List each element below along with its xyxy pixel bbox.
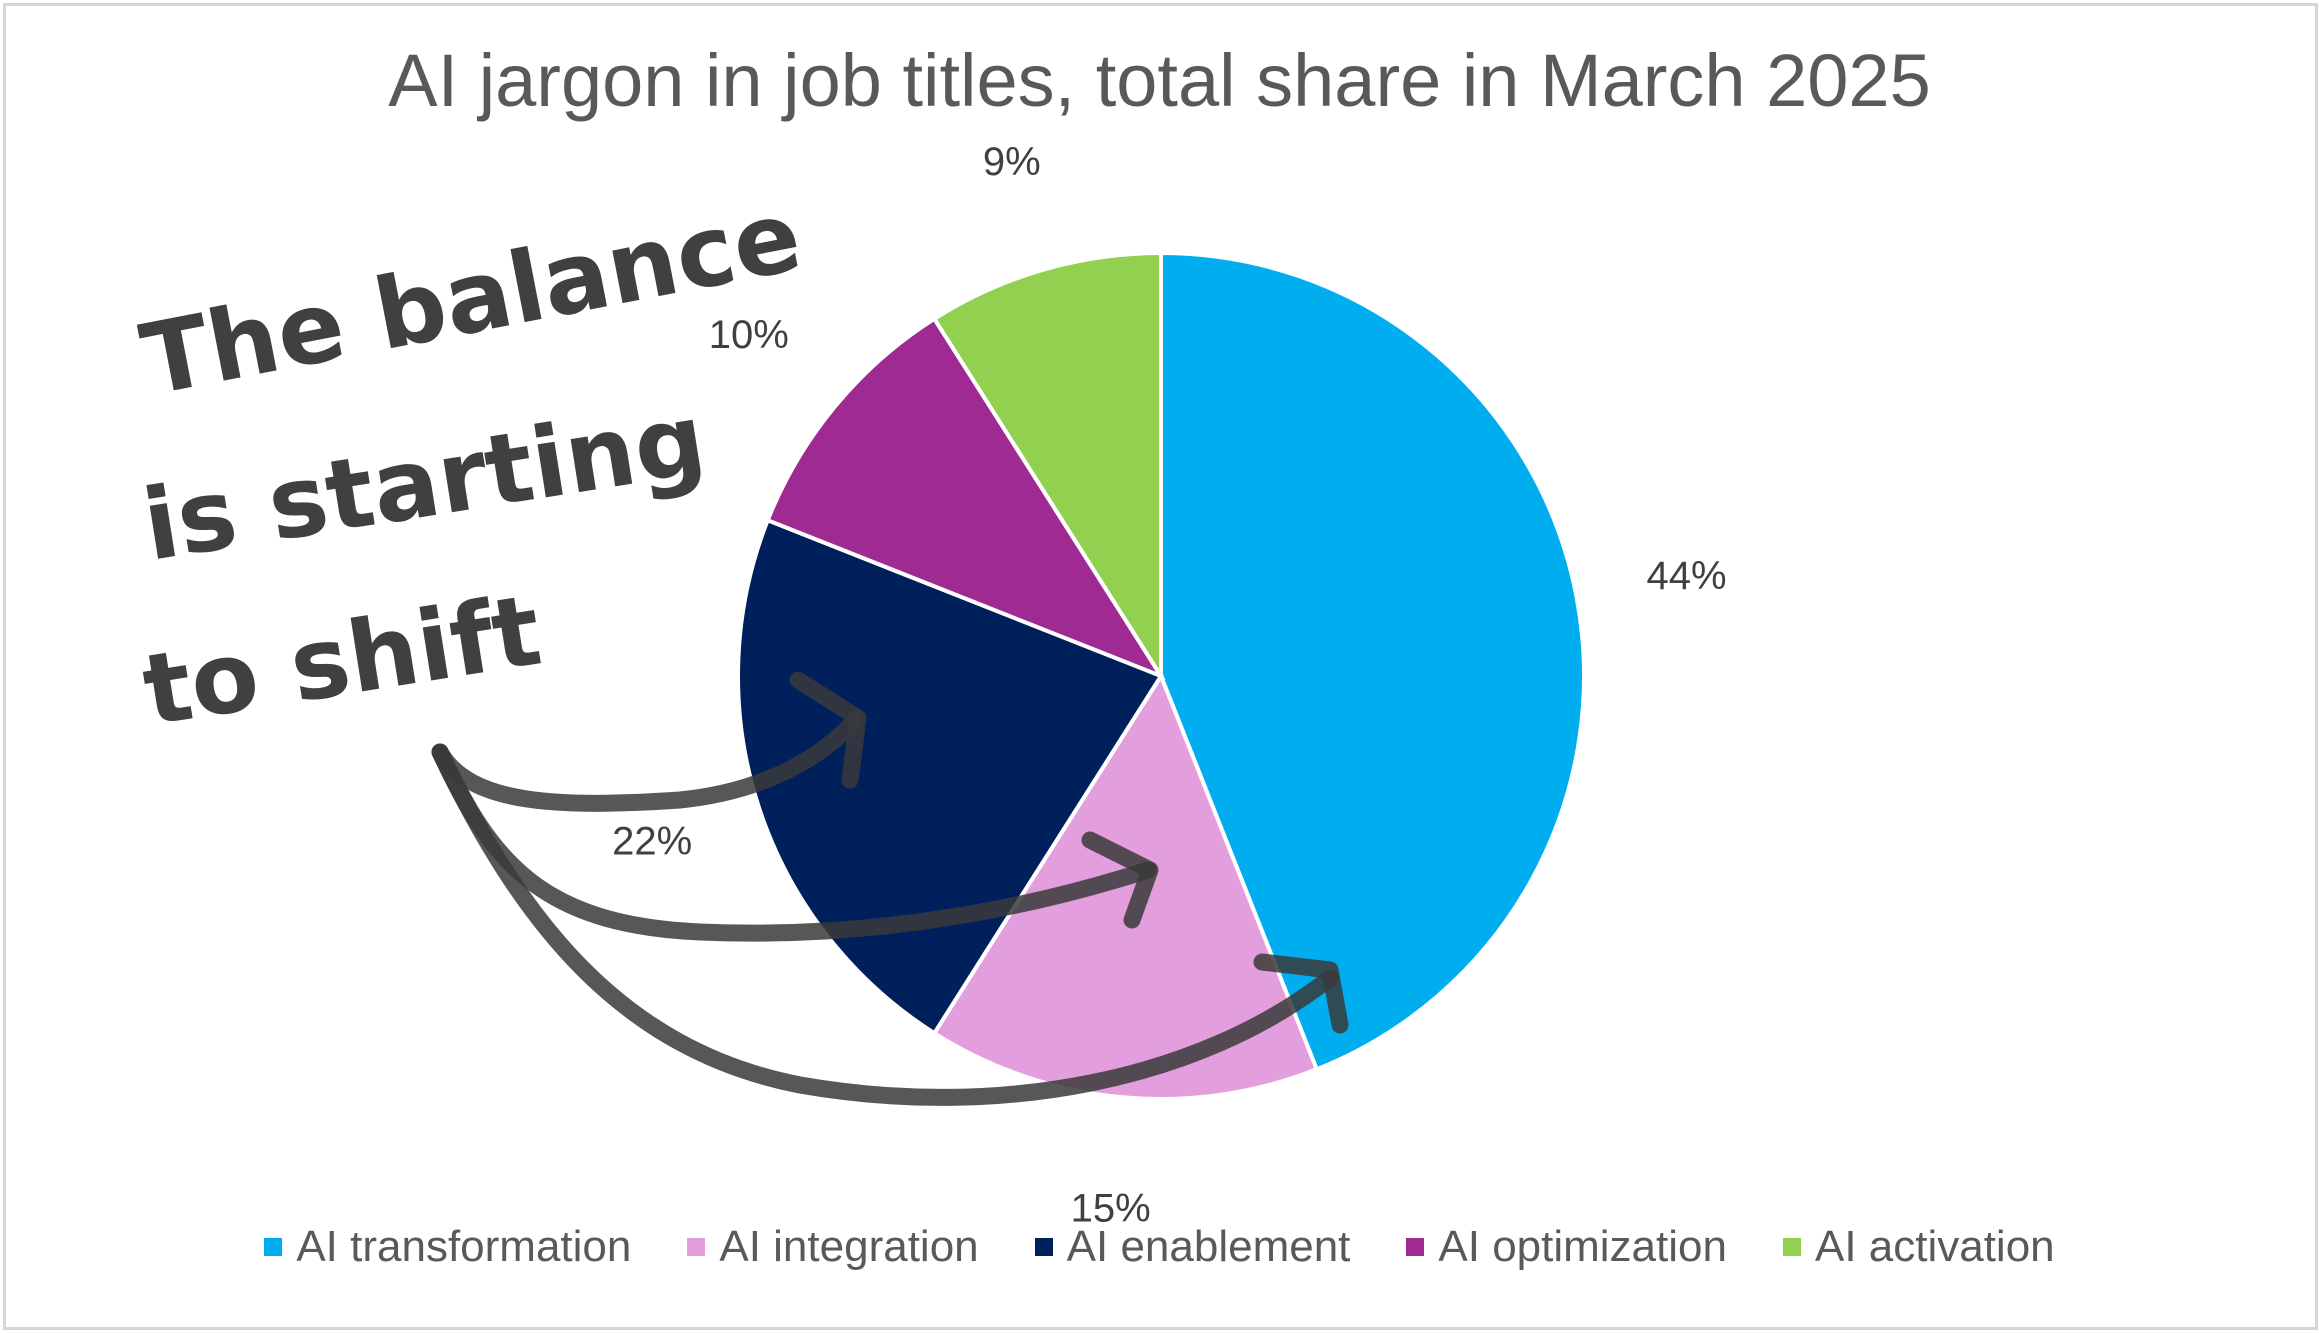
arrowhead-transformation <box>789 671 867 789</box>
legend-swatch <box>687 1238 706 1256</box>
legend-label: AI optimization <box>1438 1222 1727 1271</box>
pie-slice-ai-integration <box>931 671 1320 1101</box>
legend-item-ai-optimization: AI optimization <box>1406 1222 1727 1272</box>
pie-slice-ai-optimization <box>765 316 1166 681</box>
data-label-ai-transformation: 44% <box>1646 554 1726 598</box>
arrowhead-optimization <box>1253 953 1349 1034</box>
data-label-ai-integration: 15% <box>1071 1187 1151 1231</box>
data-label-ai-activation: 9% <box>983 140 1041 184</box>
legend-swatch <box>1782 1238 1801 1256</box>
data-labels: 44% 15% 22% 10% 9% <box>612 140 1726 1230</box>
legend-label: AI enablement <box>1066 1222 1351 1271</box>
legend-item-ai-enablement: AI enablement <box>1034 1222 1351 1272</box>
legend-item-ai-activation: AI activation <box>1782 1222 2055 1272</box>
arrow-to-transformation <box>431 711 864 812</box>
legend-label: AI integration <box>719 1222 979 1271</box>
annotation-line-2: is starting <box>136 383 713 584</box>
arrowhead-activation <box>1081 831 1159 929</box>
legend-swatch <box>264 1238 283 1256</box>
chart-legend: AI transformation AI integration AI enable… <box>0 1222 2319 1272</box>
chart-title: AI jargon in job titles, total share in … <box>388 39 1931 122</box>
pie-slices <box>736 250 1587 1101</box>
legend-item-ai-integration: AI integration <box>687 1222 979 1272</box>
annotation-line-1: The balance <box>133 179 810 418</box>
pie-slice-ai-transformation <box>1159 250 1587 1072</box>
annotation-line-3: to shift <box>136 574 548 749</box>
legend-item-ai-transformation: AI transformation <box>264 1222 631 1272</box>
legend-swatch <box>1034 1238 1053 1256</box>
pie-slice-ai-activation <box>931 250 1163 683</box>
data-label-ai-optimization: 10% <box>709 313 789 357</box>
legend-label: AI transformation <box>296 1222 632 1271</box>
pie-slice-ai-enablement <box>736 517 1164 1036</box>
legend-label: AI activation <box>1814 1222 2055 1271</box>
data-label-ai-enablement: 22% <box>612 819 692 863</box>
arrow-to-optimization <box>431 743 1339 1106</box>
legend-swatch <box>1406 1238 1425 1256</box>
